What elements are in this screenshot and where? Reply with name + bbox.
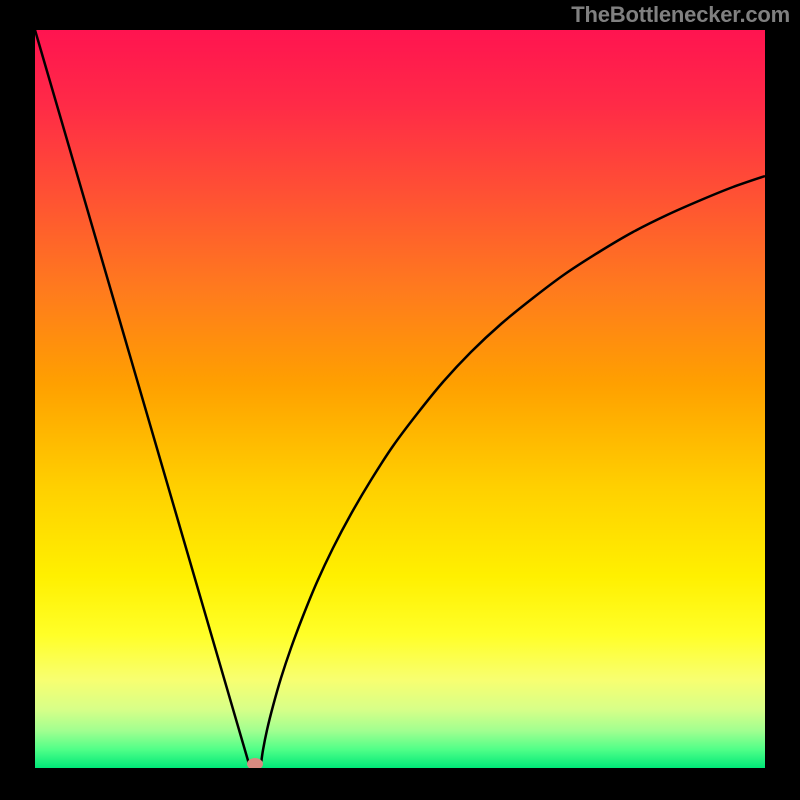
curve-left-branch bbox=[35, 30, 249, 764]
watermark-text: TheBottlenecker.com bbox=[571, 2, 790, 28]
chart-frame: TheBottlenecker.com bbox=[0, 0, 800, 800]
curve-right-branch bbox=[261, 176, 765, 764]
bottleneck-curve bbox=[35, 30, 765, 768]
plot-area bbox=[35, 30, 765, 768]
